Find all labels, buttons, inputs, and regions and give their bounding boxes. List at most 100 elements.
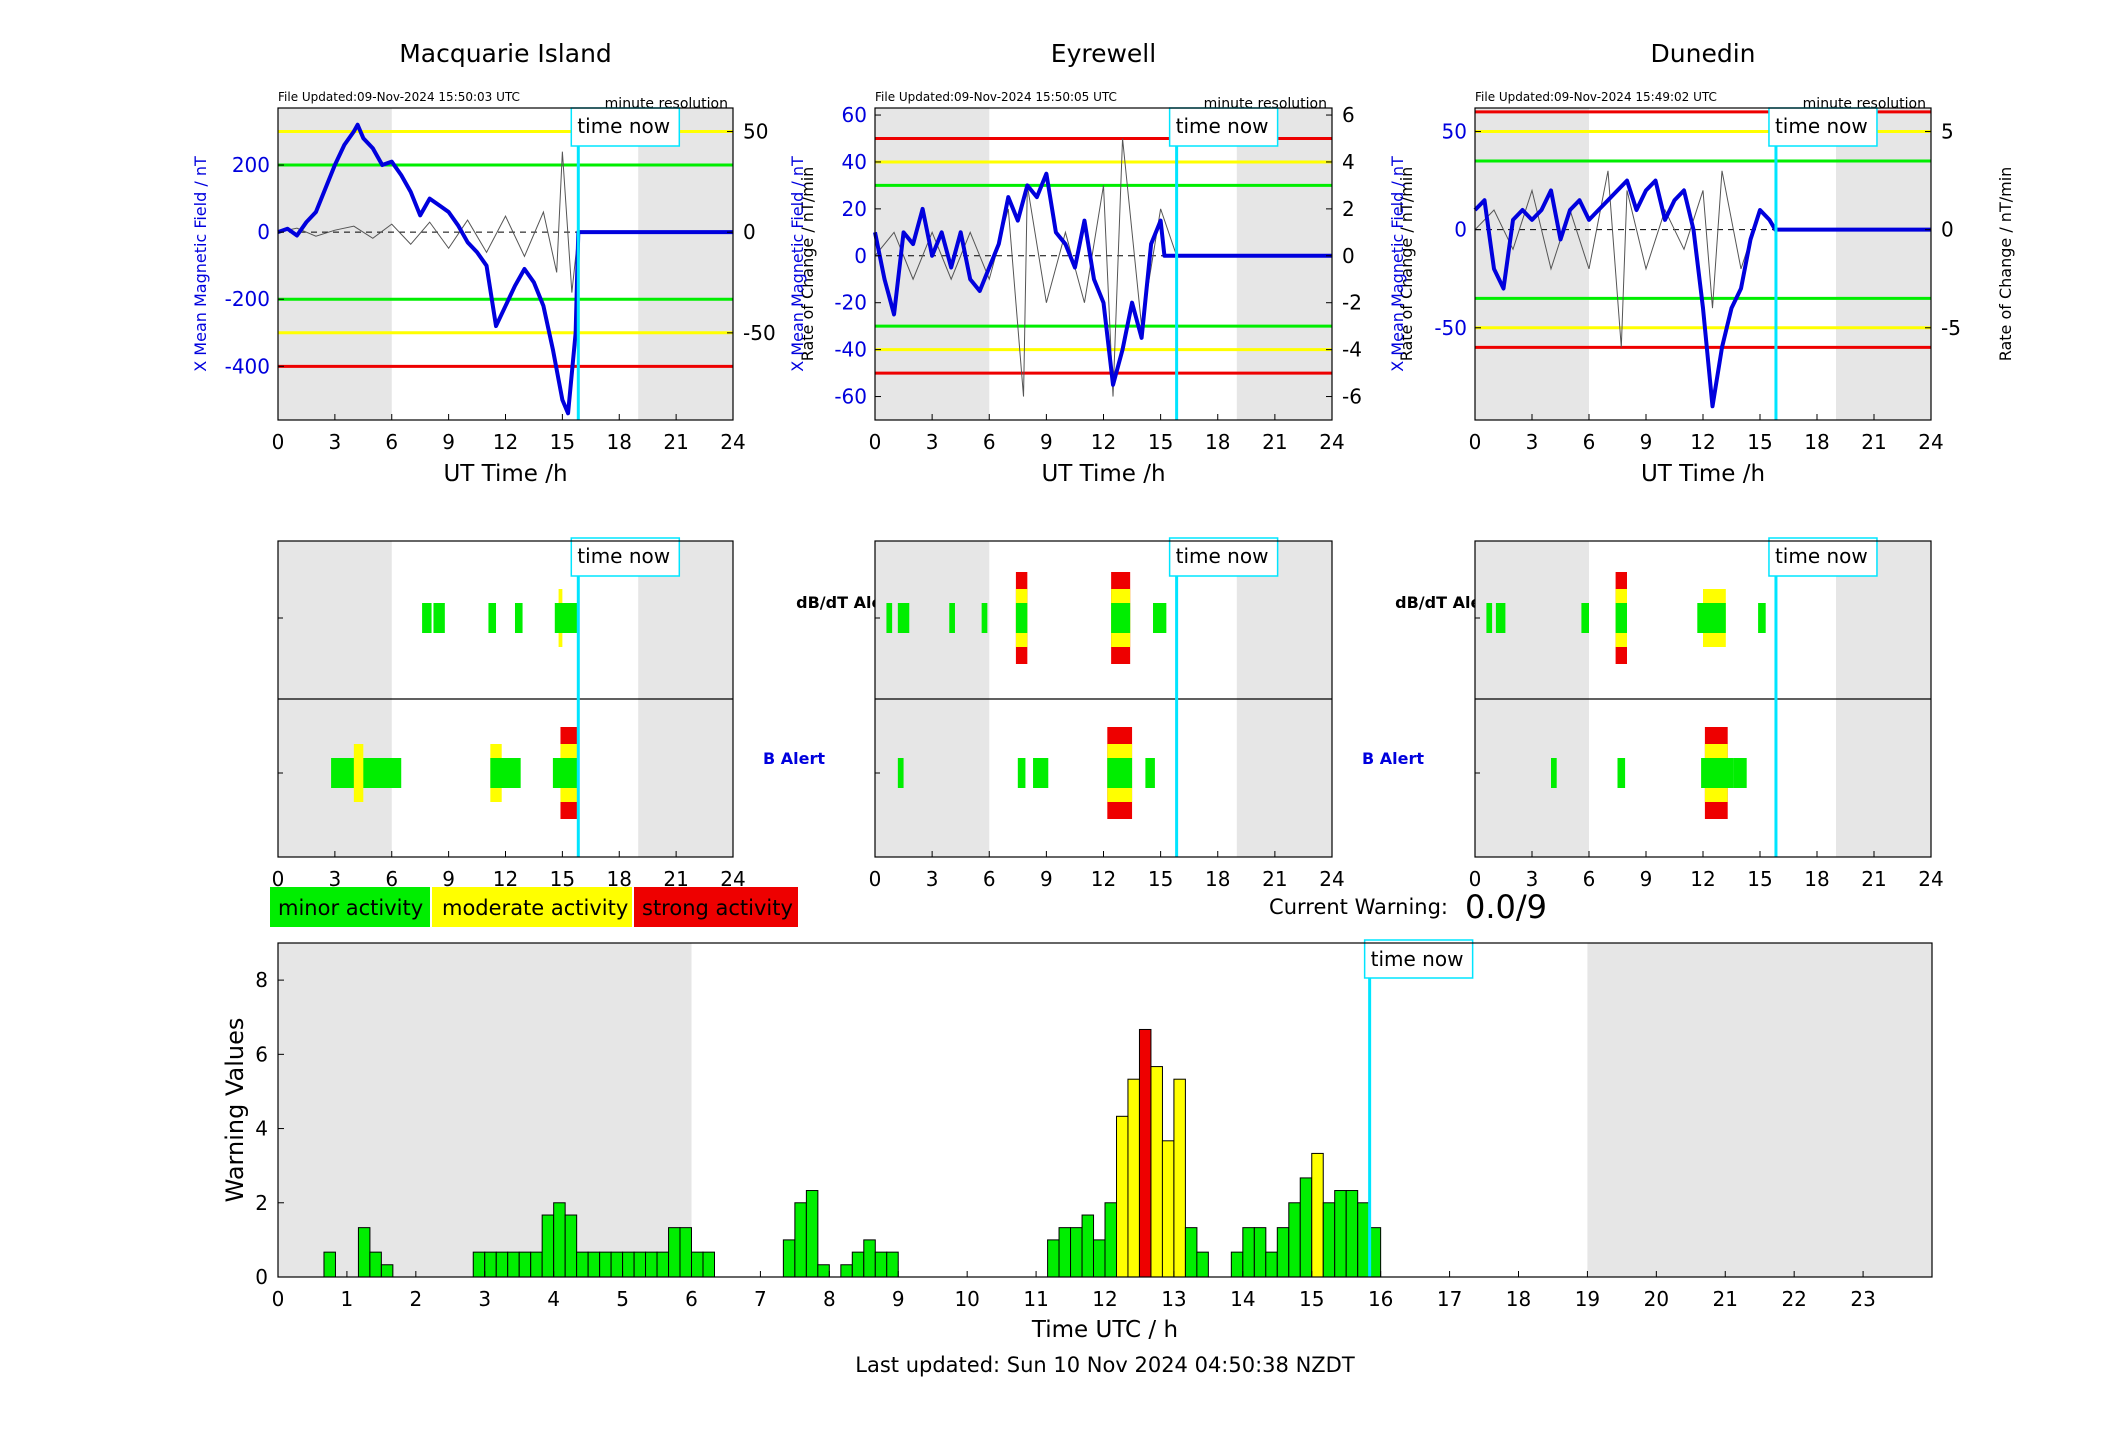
- b-alert-bar: [1017, 758, 1026, 788]
- warning-bar: [1288, 1202, 1301, 1278]
- warning-bar: [1047, 1239, 1060, 1278]
- x-tick-label: 24: [1918, 430, 1943, 454]
- x-tick-label: 9: [442, 430, 455, 454]
- x-field-trace: [873, 171, 1332, 387]
- x-tick-label: 19: [1575, 1287, 1600, 1311]
- b-alert-bar: [897, 758, 904, 788]
- x-tick-label: 15: [1747, 430, 1772, 454]
- warning-bar: [1070, 1227, 1083, 1278]
- right-y-tick-label: 0: [743, 220, 756, 244]
- x-tick-label: 6: [983, 867, 996, 891]
- b-alert-bar: [490, 758, 521, 788]
- time-now-label: time now: [1775, 114, 1868, 138]
- last-updated-text: Last updated: Sun 10 Nov 2024 04:50:38 N…: [855, 1353, 1355, 1377]
- x-tick-label: 15: [1148, 430, 1173, 454]
- warning-bar: [622, 1251, 635, 1278]
- y-tick-label: 2: [255, 1191, 268, 1215]
- x-tick-label: 6: [685, 1287, 698, 1311]
- x-tick-label: 18: [1804, 867, 1829, 891]
- dbdt-alert-bar: [1153, 603, 1167, 633]
- x-tick-label: 4: [547, 1287, 560, 1311]
- x-tick-label: 21: [1861, 430, 1886, 454]
- warning-bar: [610, 1251, 624, 1278]
- b-alert-bar: [1145, 758, 1155, 788]
- warning-bar: [1334, 1190, 1347, 1278]
- file-updated-text: File Updated:09-Nov-2024 15:50:03 UTC: [278, 90, 520, 104]
- x-axis-label: UT Time /h: [1641, 461, 1765, 487]
- left-y-tick-label: -400: [225, 354, 270, 378]
- x-tick-label: 15: [1747, 867, 1772, 891]
- warning-bar: [782, 1239, 796, 1278]
- legend-moderate-label: moderate activity: [442, 896, 628, 920]
- x-tick-label: 6: [1583, 867, 1596, 891]
- right-y-tick-label: -2: [1342, 291, 1362, 315]
- warning-bar: [668, 1227, 681, 1278]
- warning-bar: [1081, 1214, 1095, 1278]
- x-tick-label: 12: [1690, 430, 1715, 454]
- b-alert-label: B Alert: [1362, 749, 1424, 768]
- night-shade: [1836, 108, 1931, 420]
- left-y-tick-label: 0: [1454, 218, 1467, 242]
- warning-bar: [851, 1251, 865, 1278]
- left-y-tick-label: -50: [1434, 316, 1467, 340]
- y-axis-label: Warning Values: [221, 1018, 249, 1203]
- x-tick-label: 21: [663, 430, 688, 454]
- dbdt-alert-bar: [1486, 603, 1493, 633]
- x-tick-label: 9: [1640, 867, 1653, 891]
- time-now-box: [1168, 537, 1279, 577]
- x-tick-label: 2: [409, 1287, 422, 1311]
- x-tick-label: 21: [1262, 430, 1287, 454]
- right-y-axis-label: Rate of Change / nT/min: [1397, 167, 1416, 362]
- x-tick-label: 3: [1526, 430, 1539, 454]
- warning-bar: [541, 1214, 555, 1278]
- dbdt-alert-bar: [1111, 603, 1131, 633]
- x-tick-label: 10: [954, 1287, 979, 1311]
- warning-bar: [1138, 1028, 1152, 1278]
- x-tick-label: 3: [329, 867, 342, 891]
- x-tick-label: 17: [1437, 1287, 1462, 1311]
- x-tick-label: 3: [926, 430, 939, 454]
- y-tick-label: 0: [255, 1265, 268, 1289]
- night-shade: [1236, 108, 1332, 420]
- dbdt-alert-bar: [1581, 603, 1589, 633]
- warning-bar: [874, 1251, 888, 1278]
- station-panel-2: Dunedin File Updated:09-Nov-2024 15:49:02…: [1388, 39, 2015, 891]
- dbdt-alert-bar: [433, 603, 445, 633]
- warning-bar: [495, 1251, 509, 1278]
- dbdt-alert-label: dB/dT Alert: [1395, 593, 1497, 612]
- x-tick-label: 15: [1299, 1287, 1324, 1311]
- y-tick-label: 6: [255, 1042, 268, 1066]
- x-tick-label: 8: [823, 1287, 836, 1311]
- warning-bar: [794, 1202, 807, 1278]
- warning-bar: [553, 1202, 566, 1278]
- y-tick-label: 4: [255, 1117, 268, 1141]
- warning-bar: [369, 1251, 382, 1278]
- x-tick-label: 12: [1092, 1287, 1117, 1311]
- x-tick-label: 6: [385, 867, 398, 891]
- x-tick-label: 21: [1262, 867, 1287, 891]
- warning-bar: [1345, 1190, 1359, 1278]
- warning-bar: [472, 1251, 486, 1278]
- x-tick-label: 3: [329, 430, 342, 454]
- warning-bar: [1161, 1140, 1175, 1278]
- b-alert-bar: [1033, 758, 1049, 788]
- x-tick-label: 18: [607, 430, 632, 454]
- x-tick-label: 0: [1469, 430, 1482, 454]
- x-tick-label: 0: [869, 430, 882, 454]
- left-y-tick-label: 60: [842, 103, 867, 127]
- warning-bar: [1242, 1227, 1255, 1278]
- x-tick-label: 9: [1640, 430, 1653, 454]
- b-alert-bar: [1107, 758, 1133, 788]
- dbdt-alert-bar: [897, 603, 910, 633]
- right-y-tick-label: 50: [743, 120, 768, 144]
- warning-bar: [1173, 1078, 1186, 1278]
- x-tick-label: 9: [892, 1287, 905, 1311]
- warning-bar: [1150, 1066, 1163, 1278]
- x-tick-label: 9: [1040, 430, 1053, 454]
- b-alert-bar: [552, 758, 578, 788]
- warning-bar: [564, 1214, 578, 1278]
- warning-bar: [323, 1251, 336, 1278]
- station-title: Eyrewell: [1051, 39, 1156, 68]
